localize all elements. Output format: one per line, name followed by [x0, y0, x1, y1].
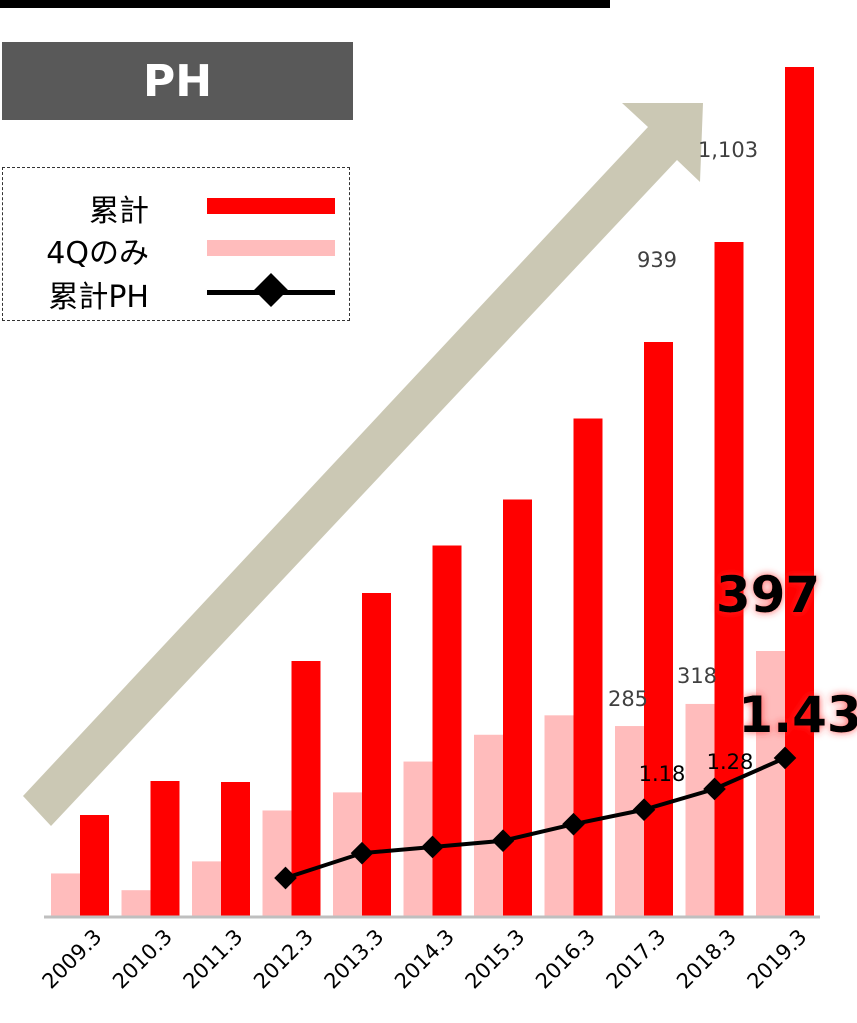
- ph-line: [284, 756, 786, 880]
- data-label-cumulative: 1,103: [698, 138, 758, 162]
- bar-q4-2016.3: [544, 715, 574, 917]
- bar-q4-2009.3: [51, 873, 80, 917]
- bar-q4-2012.3: [262, 810, 292, 917]
- bar-q4-2010.3: [121, 890, 151, 917]
- bar-q4-2014.3: [403, 761, 433, 917]
- x-tick-label: 2017.3: [602, 925, 671, 994]
- x-tick-label: 2009.3: [38, 925, 107, 994]
- bars-group: [51, 67, 814, 917]
- bar-cumulative-2009.3: [80, 815, 109, 917]
- x-tick-label: 2016.3: [531, 925, 600, 994]
- bar-q4-2018.3: [685, 703, 715, 917]
- bar-cumulative-2013.3: [362, 593, 391, 917]
- ph-marker: [350, 841, 374, 865]
- ph-marker: [274, 866, 297, 890]
- data-label-q4: 285: [608, 687, 648, 711]
- legend-item-ph: 累計PH: [3, 270, 349, 315]
- x-tick-label: 2011.3: [179, 925, 248, 994]
- bar-q4-2017.3: [615, 726, 644, 917]
- legend-label-q4: 4Qのみ: [46, 236, 149, 271]
- x-tick-label: 2012.3: [249, 925, 318, 994]
- data-label-q4-highlight: 397: [716, 566, 820, 624]
- legend-swatch-q4: [207, 240, 335, 256]
- bar-cumulative-2019.3: [785, 67, 814, 917]
- ph-line-group: [274, 746, 797, 890]
- data-label-ph: 1.18: [639, 762, 686, 786]
- x-tick-label: 2013.3: [320, 925, 389, 994]
- legend-swatch-ph-marker: [254, 273, 288, 307]
- data-labels-group: 939 1,103 285 318 397 1.18 1.28 1.43: [608, 138, 857, 786]
- x-tick-label: 2018.3: [672, 925, 741, 994]
- bar-q4-2015.3: [474, 734, 503, 917]
- growth-arrow: [23, 103, 703, 826]
- bar-q4-2019.3: [756, 651, 785, 917]
- ph-marker: [491, 829, 515, 853]
- ph-marker: [562, 812, 585, 836]
- bar-cumulative-2018.3: [714, 242, 744, 917]
- data-label-cumulative: 939: [637, 248, 677, 272]
- bar-q4-2011.3: [192, 861, 221, 917]
- legend-item-cumulative: 累計: [3, 184, 349, 229]
- ph-marker: [421, 835, 444, 859]
- top-rule: [0, 0, 610, 8]
- legend-label-ph: 累計PH: [48, 280, 149, 315]
- legend-label-cumulative: 累計: [89, 194, 149, 229]
- legend-item-q4: 4Qのみ: [3, 226, 349, 271]
- x-tick-label: 2010.3: [108, 925, 177, 994]
- bar-cumulative-2017.3: [644, 342, 673, 917]
- legend-swatch-cumulative: [207, 198, 335, 214]
- data-label-q4: 318: [677, 664, 717, 688]
- x-tick-labels: 2009.3 2010.3 2011.3 2012.3 2013.3 2014.3 2015…: [38, 925, 812, 994]
- bar-cumulative-2015.3: [503, 499, 532, 917]
- ph-marker: [773, 746, 797, 770]
- data-label-ph: 1.28: [707, 750, 754, 774]
- x-tick-label: 2015.3: [461, 925, 530, 994]
- ph-marker: [703, 777, 726, 801]
- legend: 累計 4Qのみ 累計PH: [2, 167, 350, 321]
- data-label-ph-highlight: 1.43: [738, 686, 857, 744]
- bar-cumulative-2016.3: [573, 418, 603, 917]
- x-tick-label: 2019.3: [743, 925, 812, 994]
- bar-cumulative-2014.3: [432, 545, 462, 917]
- x-tick-label: 2014.3: [390, 925, 459, 994]
- ph-marker: [632, 798, 656, 822]
- bar-cumulative-2011.3: [221, 782, 250, 917]
- chart-title: PH: [2, 42, 353, 120]
- growth-arrow-shape: [23, 103, 703, 826]
- bar-cumulative-2010.3: [150, 781, 180, 917]
